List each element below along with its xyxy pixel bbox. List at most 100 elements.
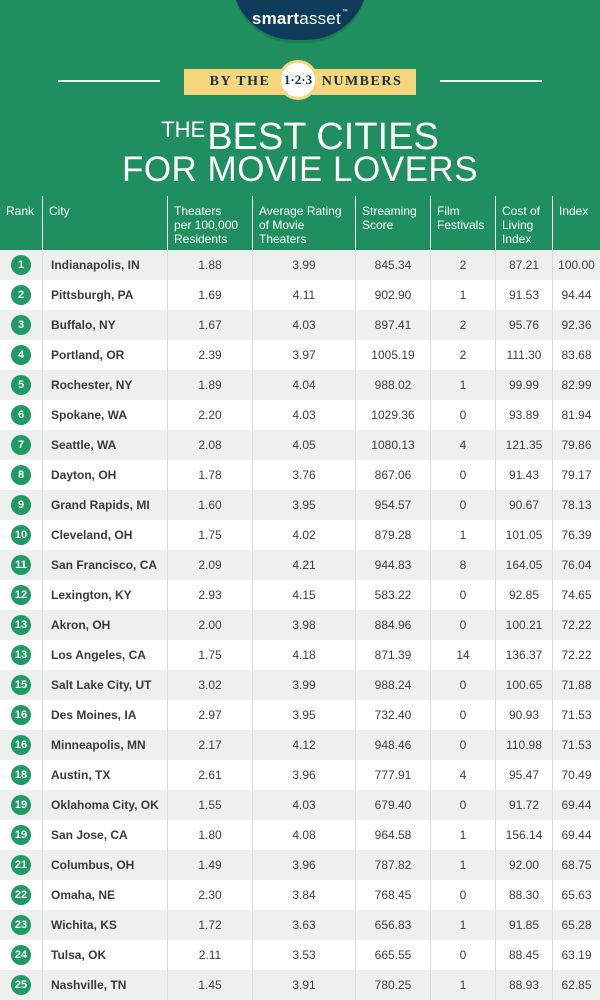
cell-avg-rating: 3.99 (252, 250, 355, 280)
cell-streaming-score: 902.90 (355, 280, 430, 310)
title-best-cities: BEST CITIES (207, 116, 439, 158)
table-body: 1 Indianapolis, IN 1.88 3.99 845.34 2 87.21 100… (0, 250, 600, 1000)
cell-film-festivals: 0 (430, 700, 495, 730)
cell-avg-rating: 3.63 (252, 910, 355, 940)
cell-index: 68.75 (552, 850, 600, 880)
table-row: 11 San Francisco, CA 2.09 4.21 944.83 8 164.05… (0, 550, 600, 580)
table-row: 24 Tulsa, OK 2.11 3.53 665.55 0 88.45 63.19 (0, 940, 600, 970)
cell-city: Indianapolis, IN (42, 250, 167, 280)
divider-left (58, 80, 160, 82)
cell-streaming-score: 845.34 (355, 250, 430, 280)
cell-film-festivals: 8 (430, 550, 495, 580)
table-row: 18 Austin, TX 2.61 3.96 777.91 4 95.47 70.49 (0, 760, 600, 790)
cell-film-festivals: 0 (430, 490, 495, 520)
cell-cost-of-living: 95.47 (495, 760, 552, 790)
cell-rank: 3 (0, 310, 42, 340)
cell-index: 94.44 (552, 280, 600, 310)
column-header-city: City (42, 196, 167, 250)
rank-badge: 15 (11, 675, 31, 695)
banner-right-text: NUMBERS (321, 74, 403, 89)
cell-cost-of-living: 95.76 (495, 310, 552, 340)
cell-streaming-score: 1080.13 (355, 430, 430, 460)
cell-rank: 13 (0, 610, 42, 640)
trademark: ™ (341, 9, 349, 15)
rank-badge: 9 (11, 495, 31, 515)
rank-badge: 6 (11, 405, 31, 425)
header: smartasset™ BY THE NUMBERS 1·2·3 THEBEST… (0, 0, 600, 196)
cell-theaters: 1.60 (167, 490, 252, 520)
cell-streaming-score: 884.96 (355, 610, 430, 640)
cell-theaters: 1.55 (167, 790, 252, 820)
cell-theaters: 1.78 (167, 460, 252, 490)
cell-index: 69.44 (552, 820, 600, 850)
table-row: 9 Grand Rapids, MI 1.60 3.95 954.57 0 90.67 78.… (0, 490, 600, 520)
cell-avg-rating: 4.11 (252, 280, 355, 310)
cell-avg-rating: 4.05 (252, 430, 355, 460)
rank-badge: 16 (11, 705, 31, 725)
cell-cost-of-living: 87.21 (495, 250, 552, 280)
cell-index: 92.36 (552, 310, 600, 340)
cell-streaming-score: 768.45 (355, 880, 430, 910)
column-header-streaming-score: Streaming Score (355, 196, 430, 250)
cell-theaters: 1.45 (167, 970, 252, 1000)
column-header-film-festivals: Film Festivals (430, 196, 495, 250)
cell-rank: 24 (0, 940, 42, 970)
cell-theaters: 1.88 (167, 250, 252, 280)
cell-theaters: 2.20 (167, 400, 252, 430)
cell-theaters: 2.17 (167, 730, 252, 760)
cell-rank: 19 (0, 820, 42, 850)
cell-rank: 7 (0, 430, 42, 460)
numbers-badge: 1·2·3 (278, 60, 318, 100)
rank-badge: 25 (11, 975, 31, 995)
cell-index: 71.88 (552, 670, 600, 700)
cell-index: 79.86 (552, 430, 600, 460)
table-row: 13 Akron, OH 2.00 3.98 884.96 0 100.21 72.22 (0, 610, 600, 640)
cell-streaming-score: 1029.36 (355, 400, 430, 430)
cell-theaters: 2.61 (167, 760, 252, 790)
table-row: 12 Lexington, KY 2.93 4.15 583.22 0 92.85 74.65 (0, 580, 600, 610)
cell-city: Tulsa, OK (42, 940, 167, 970)
cell-film-festivals: 1 (430, 970, 495, 1000)
cell-streaming-score: 954.57 (355, 490, 430, 520)
cell-film-festivals: 2 (430, 250, 495, 280)
table-row: 15 Salt Lake City, UT 3.02 3.99 988.24 0 100.6… (0, 670, 600, 700)
cell-cost-of-living: 92.85 (495, 580, 552, 610)
table-row: 21 Columbus, OH 1.49 3.96 787.82 1 92.00 68.75 (0, 850, 600, 880)
cell-city: Columbus, OH (42, 850, 167, 880)
cell-rank: 16 (0, 730, 42, 760)
rank-badge: 12 (11, 585, 31, 605)
cell-avg-rating: 3.96 (252, 760, 355, 790)
cell-cost-of-living: 88.45 (495, 940, 552, 970)
table-row: 8 Dayton, OH 1.78 3.76 867.06 0 91.43 79.17 (0, 460, 600, 490)
cell-theaters: 1.49 (167, 850, 252, 880)
cell-city: Omaha, NE (42, 880, 167, 910)
rank-badge: 16 (11, 735, 31, 755)
cell-index: 74.65 (552, 580, 600, 610)
table-row: 19 Oklahoma City, OK 1.55 4.03 679.40 0 91.72 6… (0, 790, 600, 820)
cell-cost-of-living: 100.21 (495, 610, 552, 640)
cell-streaming-score: 665.55 (355, 940, 430, 970)
rank-badge: 5 (11, 375, 31, 395)
rank-badge: 19 (11, 825, 31, 845)
cell-rank: 1 (0, 250, 42, 280)
cell-theaters: 2.00 (167, 610, 252, 640)
cell-index: 65.63 (552, 880, 600, 910)
cell-rank: 5 (0, 370, 42, 400)
cell-theaters: 2.93 (167, 580, 252, 610)
cell-cost-of-living: 93.89 (495, 400, 552, 430)
cell-film-festivals: 0 (430, 580, 495, 610)
by-the-numbers-banner: BY THE NUMBERS 1·2·3 (184, 60, 416, 100)
cell-theaters: 1.80 (167, 820, 252, 850)
cell-streaming-score: 871.39 (355, 640, 430, 670)
rank-badge: 1 (11, 255, 31, 275)
cell-avg-rating: 3.96 (252, 850, 355, 880)
cell-streaming-score: 732.40 (355, 700, 430, 730)
cell-city: Nashville, TN (42, 970, 167, 1000)
cell-city: Lexington, KY (42, 580, 167, 610)
cell-theaters: 1.69 (167, 280, 252, 310)
cell-streaming-score: 964.58 (355, 820, 430, 850)
cell-rank: 16 (0, 700, 42, 730)
cell-theaters: 2.08 (167, 430, 252, 460)
cell-avg-rating: 4.04 (252, 370, 355, 400)
